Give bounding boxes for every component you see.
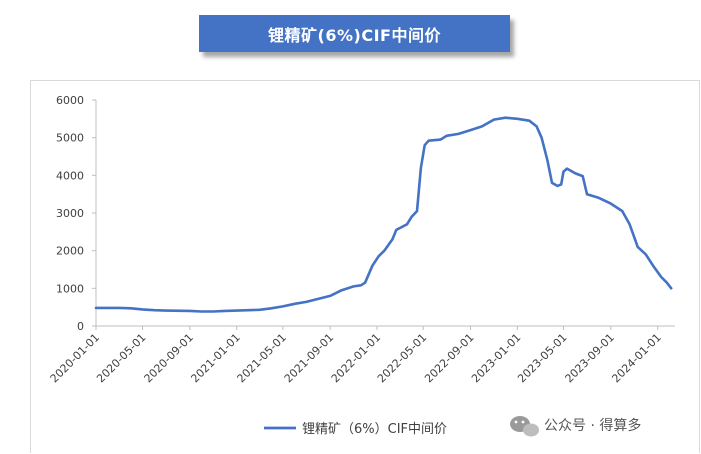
y-tick-label: 4000 <box>56 169 84 182</box>
y-tick-label: 5000 <box>56 132 84 145</box>
x-tick-label: 2020-09-01 <box>142 331 196 385</box>
x-tick-label: 2021-05-01 <box>235 331 289 385</box>
y-tick-label: 2000 <box>56 245 84 258</box>
x-tick-label: 2023-05-01 <box>515 331 569 385</box>
y-tick-label: 3000 <box>56 207 84 220</box>
x-tick-label: 2022-09-01 <box>422 331 476 385</box>
x-tick-label: 2024-01-01 <box>609 331 663 385</box>
legend-label: 锂精矿（6%）CIF中间价 <box>302 422 447 437</box>
chart-frame <box>30 80 700 453</box>
y-tick-label: 6000 <box>56 94 84 107</box>
y-tick-label: 1000 <box>56 282 84 295</box>
wechat-icon <box>510 416 539 437</box>
series-line <box>94 116 673 313</box>
watermark-text: 公众号 · 得算多 <box>544 417 641 434</box>
y-tick-label: 0 <box>77 320 84 333</box>
x-tick-label: 2023-09-01 <box>563 331 617 385</box>
x-tick-label: 2020-05-01 <box>94 331 148 385</box>
chart-title: 锂精矿(6%)CIF中间价 <box>199 15 510 52</box>
x-tick-label: 2021-09-01 <box>282 331 336 385</box>
x-tick-label: 2022-05-01 <box>375 331 429 385</box>
